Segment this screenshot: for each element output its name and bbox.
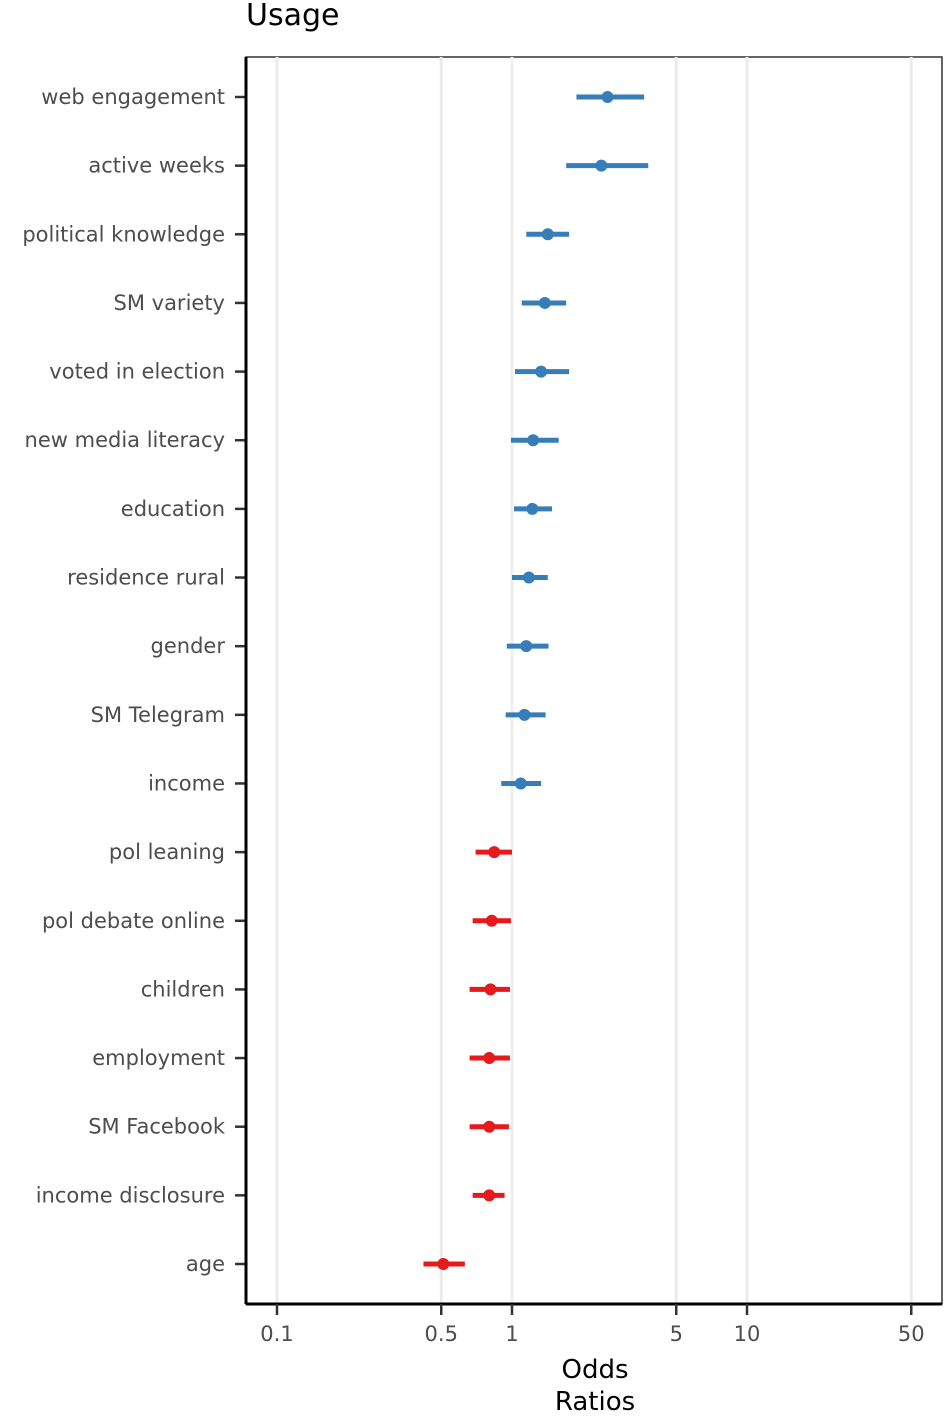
y-tick-label: children — [141, 977, 225, 1001]
x-tick-label: 1 — [505, 1322, 518, 1346]
estimate-point — [538, 296, 551, 309]
x-tick-label: 0.5 — [425, 1322, 458, 1346]
x-axis-title-line-1: Odds — [561, 1355, 628, 1385]
chart-title: Usage — [246, 0, 339, 33]
y-tick-label: income disclosure — [36, 1183, 225, 1207]
estimate-point — [488, 846, 501, 859]
estimate-point — [484, 983, 497, 996]
y-tick-label: active weeks — [88, 154, 225, 178]
plot-panel — [245, 56, 943, 1305]
y-tick-label: residence rural — [67, 566, 225, 590]
x-tick-label: 5 — [670, 1322, 683, 1346]
estimate-point — [483, 1052, 496, 1065]
x-tick-label: 50 — [898, 1322, 925, 1346]
y-tick-label: education — [121, 497, 225, 521]
estimate-point — [601, 91, 614, 103]
marks-layer — [423, 91, 649, 1270]
estimate-point — [522, 571, 535, 584]
y-tick-label: age — [186, 1252, 225, 1276]
y-tick-label: pol debate online — [42, 909, 225, 933]
y-tick-label: SM Telegram — [91, 703, 225, 727]
y-tick-label: pol leaning — [109, 840, 225, 864]
y-tick-label: new media literacy — [25, 428, 225, 452]
estimate-point — [541, 228, 554, 241]
estimate-point — [526, 502, 539, 515]
estimate-point — [595, 159, 608, 172]
y-tick-label: web engagement — [41, 85, 225, 109]
y-tick-label: SM variety — [114, 291, 225, 315]
estimate-point — [483, 1120, 496, 1133]
y-tick-label: SM Facebook — [88, 1115, 226, 1139]
axis-layer: web engagement active weeks political know… — [22, 57, 942, 1346]
estimate-point — [485, 914, 498, 927]
estimate-point — [437, 1258, 450, 1270]
estimate-point — [518, 708, 531, 721]
estimate-point — [520, 640, 533, 653]
x-tick-label: 10 — [734, 1322, 761, 1346]
grid-layer — [245, 56, 943, 1305]
estimate-point — [483, 1189, 496, 1202]
y-tick-label: gender — [151, 634, 226, 658]
x-axis-title-line-2: Ratios — [555, 1387, 635, 1417]
y-tick-label: political knowledge — [22, 222, 225, 246]
y-tick-label: income — [148, 771, 225, 795]
estimate-point — [527, 434, 540, 447]
estimate-point — [514, 777, 527, 790]
x-tick-label: 0.1 — [260, 1322, 293, 1346]
y-tick-label: employment — [92, 1046, 225, 1070]
y-tick-label: voted in election — [49, 360, 225, 384]
estimate-point — [535, 365, 548, 378]
